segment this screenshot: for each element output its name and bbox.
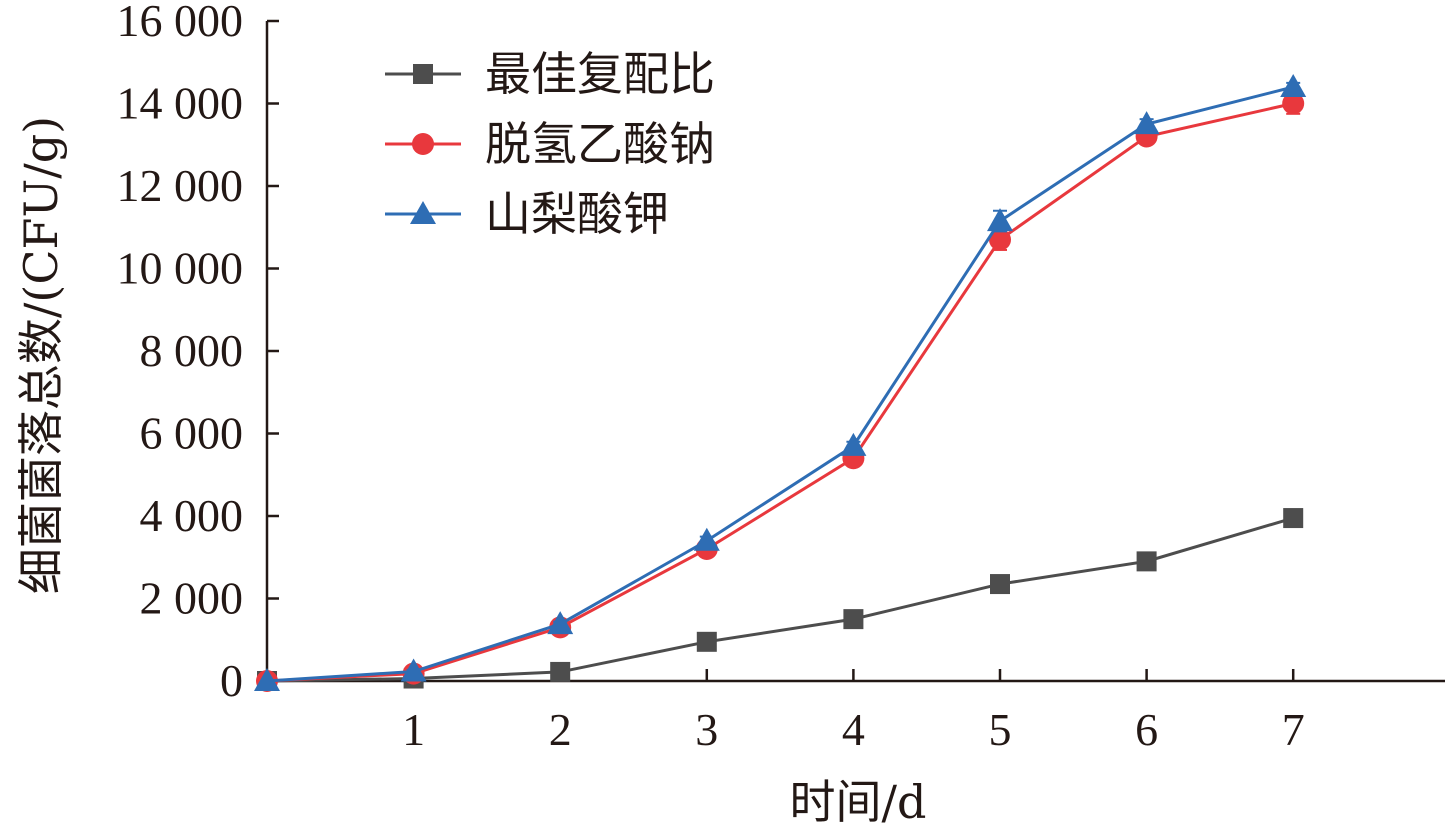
x-tick-label: 7 [1282,704,1305,755]
series-triangle [254,74,1307,691]
series-line [266,516,1294,683]
y-tick-label: 10 000 [117,243,244,294]
y-tick-label: 12 000 [117,160,244,211]
data-point [990,574,1010,595]
y-tick-label: 16 000 [117,0,244,46]
data-point [1136,551,1157,572]
data-point [1282,92,1305,115]
legend-marker [413,64,433,84]
data-point [696,631,717,652]
data-point [989,228,1011,251]
data-point [1280,74,1307,97]
series-square [257,508,1304,691]
data-point [1283,508,1304,529]
x-tick-label: 6 [1135,704,1158,755]
data-point [840,432,867,456]
legend-marker [410,201,436,224]
data-point [550,661,571,682]
data-point [1133,111,1160,135]
x-tick-label: 1 [402,704,425,755]
data-point [987,208,1013,232]
data-point [254,668,280,691]
x-tick-label: 2 [549,704,572,755]
y-tick-label: 14 000 [117,78,244,129]
x-tick-label: 3 [695,704,718,755]
legend-marker [412,133,434,155]
series-line [266,102,1294,683]
y-tick-label: 6 000 [140,408,244,459]
y-tick-label: 0 [220,655,243,706]
axes: 0 2 000 4 000 6 000 8 000 10 000 12 000 14 000 1… [117,0,1445,755]
y-tick-label: 4 000 [140,490,244,541]
y-tick-label: 2 000 [140,573,244,624]
data-point [693,527,720,551]
data-point [400,658,427,682]
legend-label: 脱氢乙酸钠 [485,117,715,171]
series-line [266,85,1294,683]
data-point [843,609,864,630]
y-axis-title: 细菌菌落总数/(CFU/g) [14,116,68,594]
series-layer [254,74,1307,692]
legend-label: 最佳复配比 [485,47,715,101]
data-point [547,611,574,635]
x-tick-label: 4 [842,704,865,755]
x-axis-title: 时间/d [790,775,927,827]
y-tick-label: 8 000 [140,325,244,376]
legend-label: 山梨酸钾 [485,187,669,241]
series-circle [256,92,1305,692]
x-tick-label: 5 [989,704,1012,755]
